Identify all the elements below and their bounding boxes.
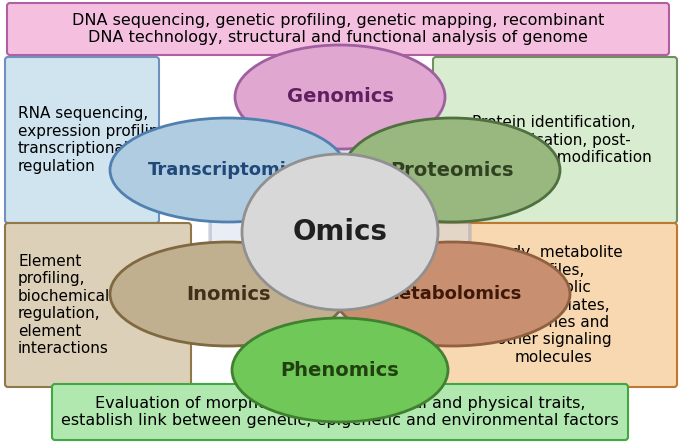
- Ellipse shape: [334, 242, 570, 346]
- FancyBboxPatch shape: [5, 223, 191, 387]
- Ellipse shape: [110, 242, 346, 346]
- FancyBboxPatch shape: [5, 57, 159, 223]
- Text: Study  metabolite
profiles,
metabolic
intermediates,
hormones and
other signalin: Study metabolite profiles, metabolic int…: [486, 245, 622, 365]
- Text: DNA sequencing, genetic profiling, genetic mapping, recombinant
DNA technology, : DNA sequencing, genetic profiling, genet…: [72, 13, 605, 45]
- Text: Omics: Omics: [292, 218, 388, 246]
- Text: Metabolomics: Metabolomics: [381, 285, 522, 303]
- FancyBboxPatch shape: [52, 384, 628, 440]
- Text: Protein identification,
quantification, post-
translational modification: Protein identification, quantification, …: [456, 115, 652, 165]
- Ellipse shape: [235, 45, 445, 149]
- Ellipse shape: [110, 118, 346, 222]
- FancyBboxPatch shape: [7, 3, 669, 55]
- Text: Evaluation of morphological, biochemical and physical traits,
establish link bet: Evaluation of morphological, biochemical…: [61, 396, 619, 428]
- Text: Proteomics: Proteomics: [390, 160, 514, 179]
- Text: Inomics: Inomics: [186, 285, 270, 304]
- Ellipse shape: [210, 57, 470, 407]
- Ellipse shape: [232, 318, 448, 422]
- Text: RNA sequencing,
expression profiling,
transcriptional
regulation: RNA sequencing, expression profiling, tr…: [18, 107, 173, 174]
- FancyBboxPatch shape: [433, 223, 677, 387]
- Text: Genomics: Genomics: [286, 88, 394, 107]
- Ellipse shape: [344, 118, 560, 222]
- FancyBboxPatch shape: [433, 57, 677, 223]
- Ellipse shape: [245, 97, 435, 367]
- Text: Transcriptomics: Transcriptomics: [148, 161, 308, 179]
- Ellipse shape: [242, 154, 438, 310]
- Text: Phenomics: Phenomics: [281, 361, 399, 380]
- Text: Element
profiling,
biochemical
regulation,
element
interactions: Element profiling, biochemical regulatio…: [18, 254, 110, 356]
